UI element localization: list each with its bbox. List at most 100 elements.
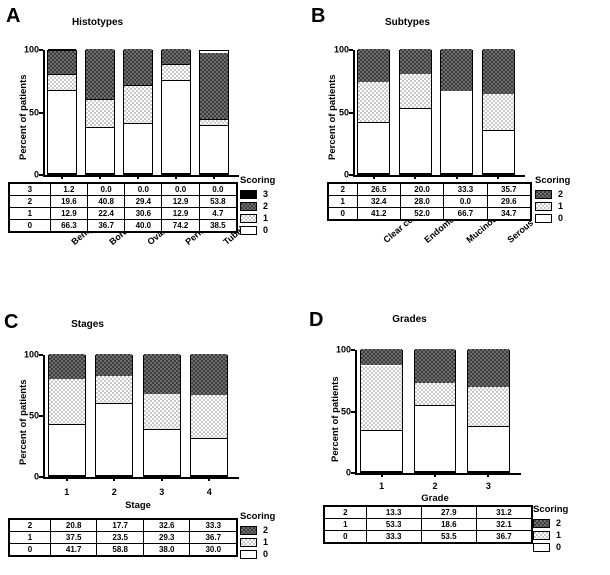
y-axis-line [353, 50, 355, 177]
y-axis-tick-label: 100 [23, 44, 39, 55]
x-axis-tick-mark [175, 175, 177, 179]
table-cell-value: 30.0 [189, 543, 238, 557]
table-cell-score: 0 [327, 207, 358, 221]
table-row: 1 32.4 28.0 0.0 29.6 [327, 195, 532, 208]
y-axis-tick-label: 0 [33, 471, 39, 482]
legend-label: 1 [558, 200, 564, 211]
legend-item-score-1: 1 [535, 200, 570, 211]
x-axis-name-d: Grade [421, 493, 449, 504]
y-axis-label-a: Percent of patients [18, 74, 29, 160]
table-cell-value: 34.7 [486, 207, 532, 221]
plot-area-b: 0 50 100 [334, 45, 525, 179]
y-axis-tick-mark [39, 415, 43, 417]
score-data-table: 2 13.3 27.9 31.2 1 53.3 18.6 32.1 0 33.3 53.5 36.7 [323, 505, 533, 544]
y-axis-tick-label: 0 [343, 169, 349, 180]
legend-a: Scoring 3 2 1 0 [240, 176, 275, 238]
table-cell-value: 12.9 [161, 207, 200, 220]
bar-segment-score-1 [199, 120, 229, 126]
legend-item-score-2: 2 [535, 189, 570, 199]
table-row: 1 53.3 18.6 32.1 [323, 518, 533, 531]
legend-label: 0 [263, 224, 269, 235]
legend-item-score-2: 2 [240, 200, 275, 211]
table-cell-value: 0.0 [86, 182, 126, 196]
table-cell-score: 1 [327, 195, 358, 208]
table-cell-value: 35.7 [486, 182, 532, 196]
table-cell-value: 36.7 [475, 530, 533, 544]
bar-segment-score-2 [361, 349, 402, 366]
table-cell-value: 33.3 [365, 530, 422, 544]
legend-swatch-icon [535, 213, 552, 223]
x-axis-tick-mark [208, 477, 211, 481]
y-axis-tick-mark [39, 111, 43, 114]
bar-segment-score-1 [399, 74, 431, 109]
table-cell-value: 38.0 [142, 543, 191, 557]
bar-segment-score-2 [414, 349, 456, 384]
bar-stack [46, 49, 78, 175]
legend-swatch-icon [533, 518, 550, 528]
bar-segment-score-1 [361, 365, 402, 432]
y-axis-tick-mark [349, 174, 353, 176]
legend-item-score-0: 0 [240, 549, 275, 559]
y-axis-tick-mark [351, 349, 355, 351]
legend-item-score-1: 1 [240, 537, 275, 547]
panel-letter-b: B [311, 5, 326, 27]
bar-segment-score-1 [191, 394, 228, 440]
x-axis-line [43, 175, 239, 177]
bar-stack [47, 354, 86, 477]
legend-swatch-icon [535, 201, 552, 211]
legend-label: 2 [263, 200, 269, 211]
legend-swatch-icon [533, 530, 550, 540]
bar-segment-score-2 [123, 49, 153, 86]
legend-title: Scoring [533, 504, 569, 515]
bar-segment-score-0 [441, 90, 473, 174]
legend-item-score-3: 3 [240, 189, 275, 199]
y-axis-tick-mark [351, 410, 355, 413]
legend-swatch-icon [240, 225, 257, 235]
bar-stack [160, 49, 192, 175]
y-axis-tick-mark [39, 174, 43, 176]
table-cell-value: 29.6 [486, 195, 532, 208]
x-axis-tick-mark [380, 473, 383, 477]
bar-segment-score-1 [482, 93, 514, 131]
table-row: 2 26.5 20.0 33.3 35.7 [327, 182, 532, 196]
y-axis-tick-mark [39, 476, 43, 478]
x-axis-line [355, 473, 521, 475]
bar-segment-score-2 [358, 48, 390, 82]
y-axis-tick-label: 100 [23, 349, 39, 360]
panel-letter-c: C [4, 311, 19, 333]
bar-segment-score-2 [441, 49, 473, 91]
legend-label: 0 [556, 541, 562, 552]
y-axis-tick-label: 50 [28, 107, 39, 117]
legend-label: 1 [556, 529, 562, 540]
table-cell-value: 41.7 [49, 543, 98, 557]
table-cell-value: 30.6 [124, 207, 163, 220]
x-axis-label: 2 [111, 487, 117, 497]
legend-swatch-icon [240, 525, 257, 535]
legend-swatch-icon [240, 213, 257, 223]
bar-segment-score-2 [199, 52, 229, 120]
x-axis-tick-mark [61, 175, 63, 179]
bar-stack [467, 349, 510, 473]
table-cell-value: 36.7 [189, 531, 238, 544]
bar-stack [142, 354, 181, 477]
bar-stack [84, 49, 116, 175]
legend-item-score-0: 0 [533, 541, 568, 552]
y-axis-tick-label: 0 [33, 169, 39, 180]
x-axis-name-c: Stage [125, 500, 151, 511]
table-cell-score: 0 [323, 530, 367, 544]
table-cell-value: 20.8 [49, 518, 98, 532]
y-axis-tick-label: 50 [28, 410, 39, 421]
bar-stack [481, 49, 515, 175]
table-cell-value: 13.3 [365, 505, 422, 519]
table-cell-value: 33.3 [443, 182, 488, 196]
bar-segment-score-0 [85, 128, 115, 174]
bar-segment-score-0 [47, 91, 77, 174]
bar-segment-score-2 [161, 49, 191, 66]
plot-area-d: 0 50 100 [336, 345, 521, 477]
y-axis-tick-label: 50 [340, 406, 351, 416]
table-cell-value: 66.3 [49, 219, 89, 233]
table-cell-value: 12.9 [161, 195, 200, 208]
y-axis-tick-label: 100 [335, 344, 351, 355]
table-cell-value: 66.7 [443, 207, 488, 221]
bar-segment-score-3 [47, 49, 77, 51]
